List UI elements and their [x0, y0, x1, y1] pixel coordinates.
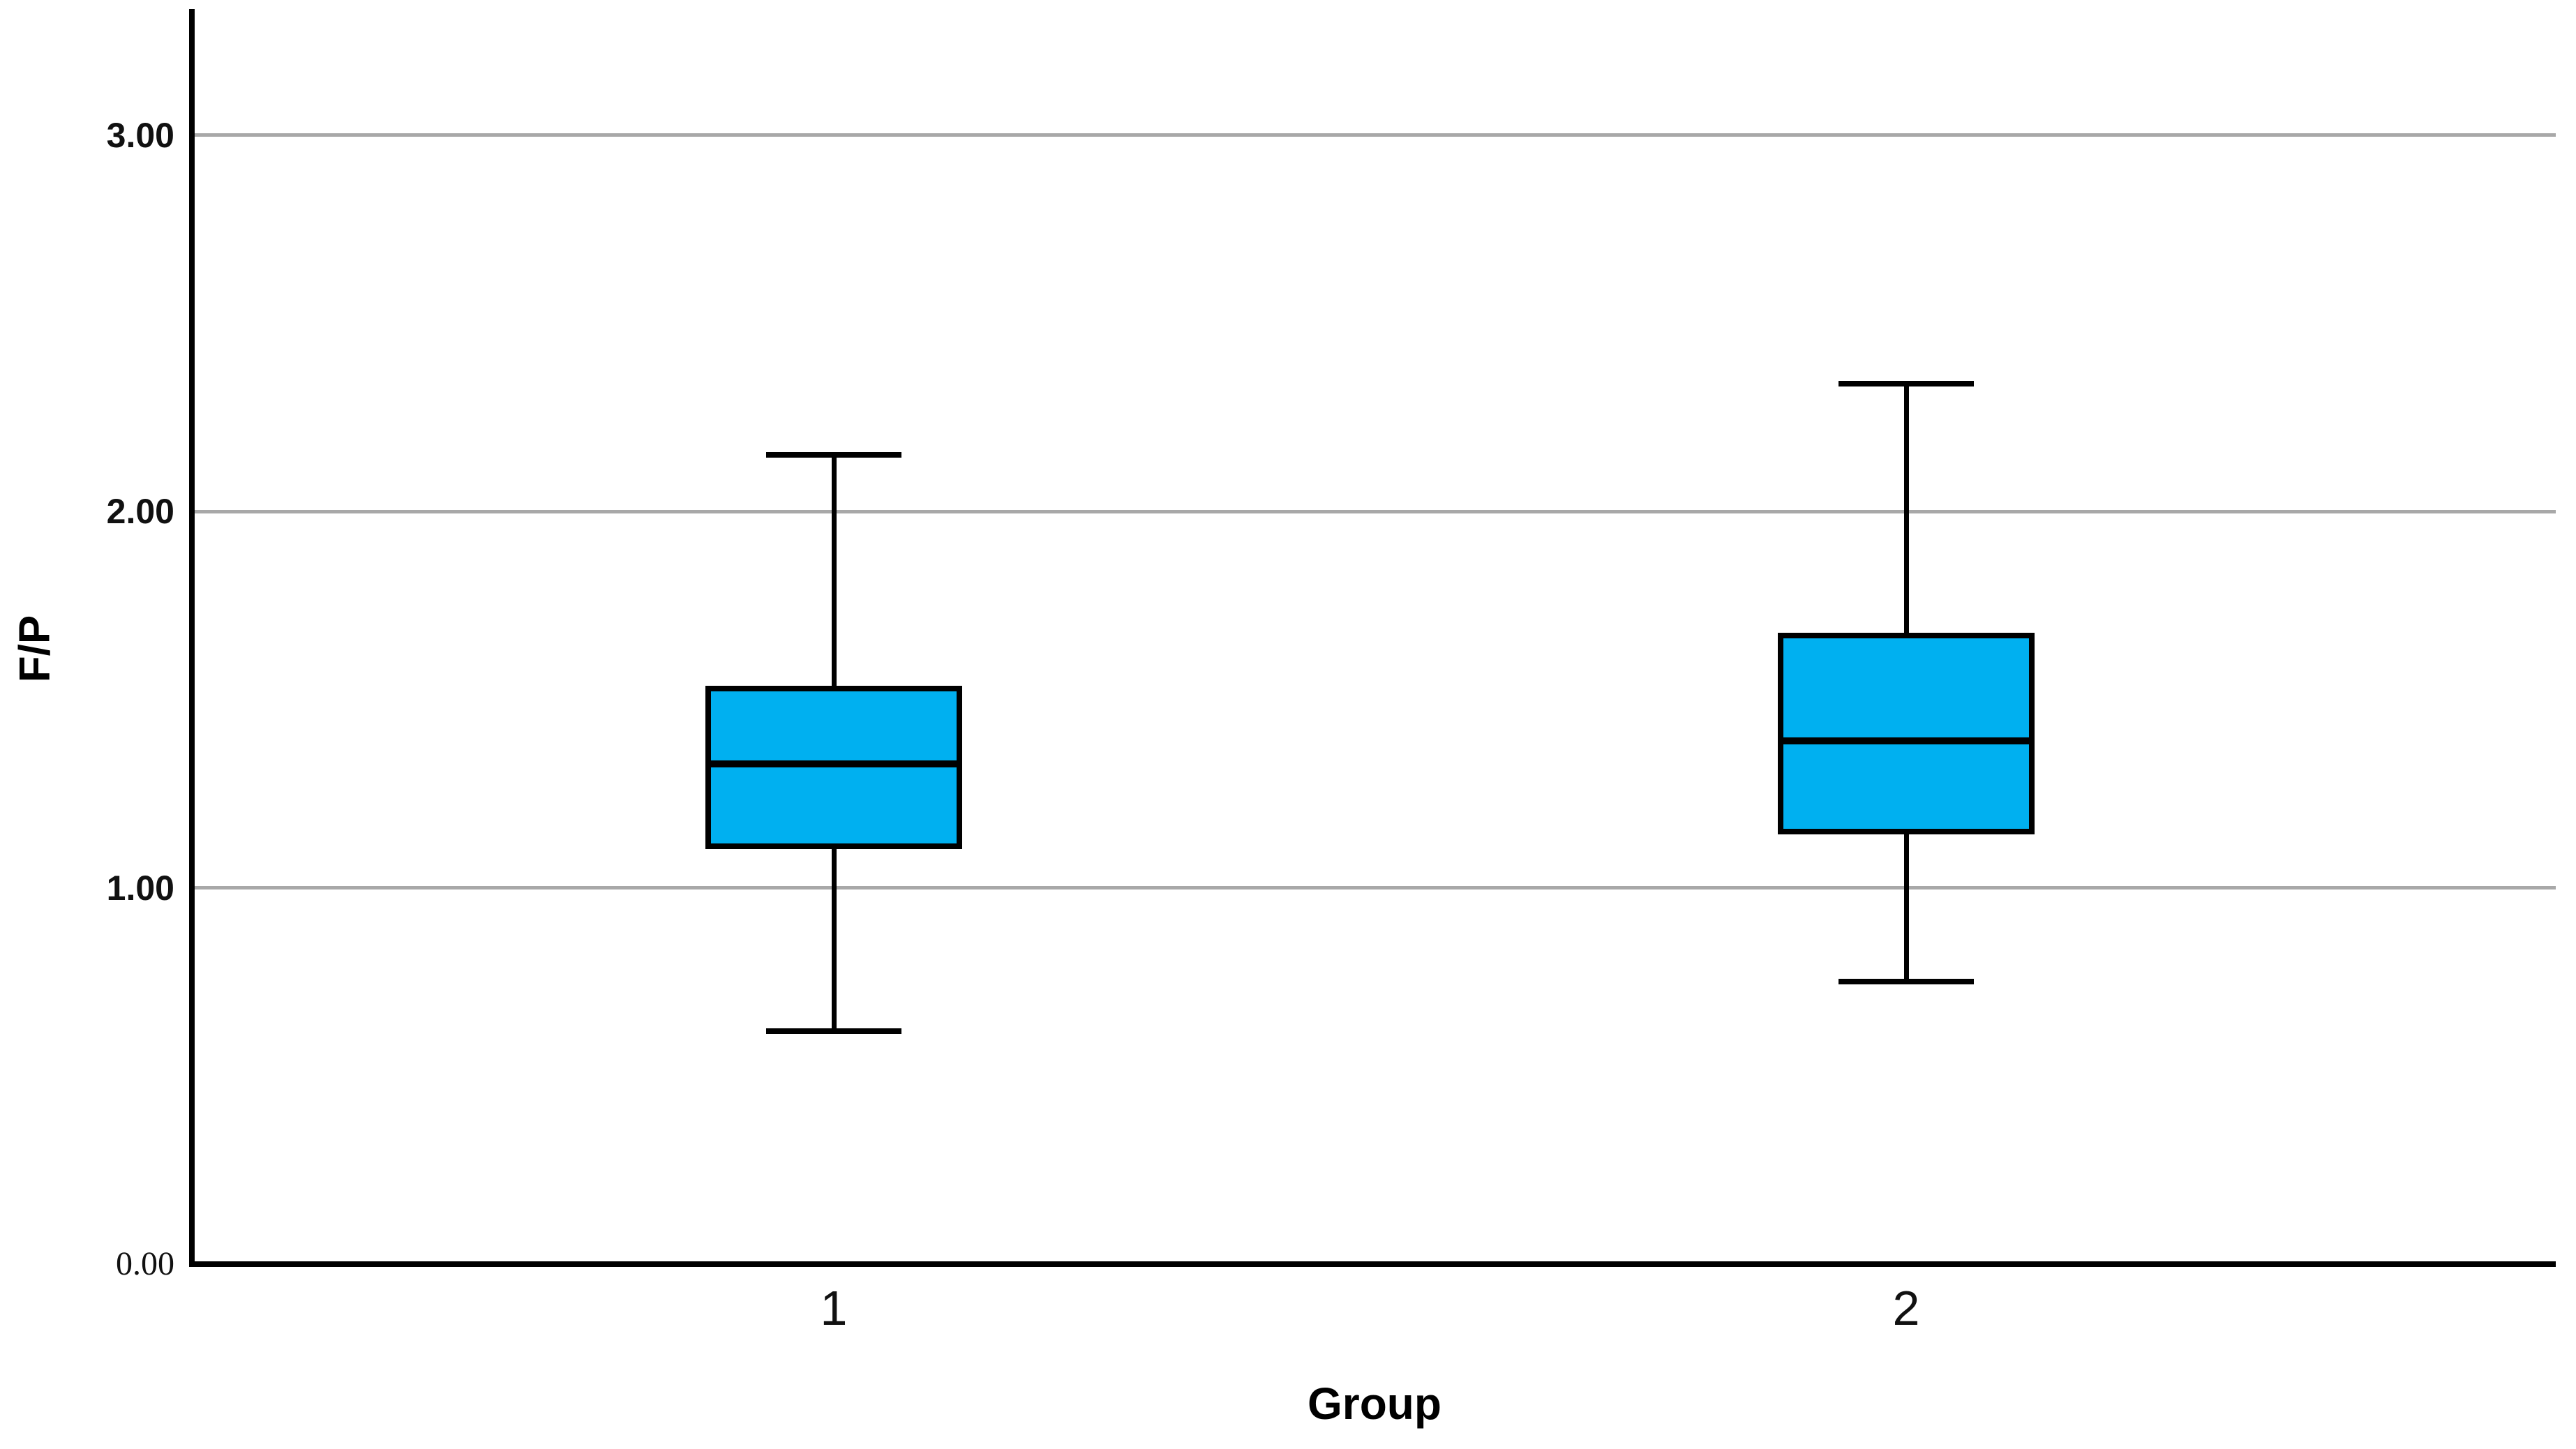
gridline	[195, 133, 2556, 137]
box-iqr	[1778, 633, 2035, 834]
y-tick-label: 3.00	[106, 115, 174, 155]
y-tick-label: 0.00	[116, 1245, 174, 1282]
y-tick-label: 1.00	[106, 868, 174, 908]
median-line	[1781, 737, 2032, 745]
whisker-lower	[1903, 834, 1909, 982]
whisker-upper	[1903, 383, 1909, 633]
median-line	[708, 760, 959, 767]
whisker-upper	[831, 455, 837, 686]
x-tick-label: 2	[1892, 1281, 1920, 1335]
gridline	[195, 509, 2556, 513]
y-tick-label: 2.00	[106, 492, 174, 532]
whisker-cap-lower	[766, 1028, 901, 1034]
y-axis-label: F/P	[10, 615, 59, 683]
whisker-cap-upper	[1839, 380, 1974, 386]
x-tick-label: 1	[820, 1281, 848, 1335]
x-axis-label: Group	[1308, 1379, 1441, 1429]
box-iqr	[705, 685, 962, 850]
gridline	[195, 886, 2556, 890]
whisker-lower	[831, 849, 837, 1031]
y-axis-line	[189, 9, 195, 1267]
x-axis-line	[189, 1261, 2556, 1267]
whisker-cap-upper	[766, 452, 901, 458]
whisker-cap-lower	[1839, 979, 1974, 985]
